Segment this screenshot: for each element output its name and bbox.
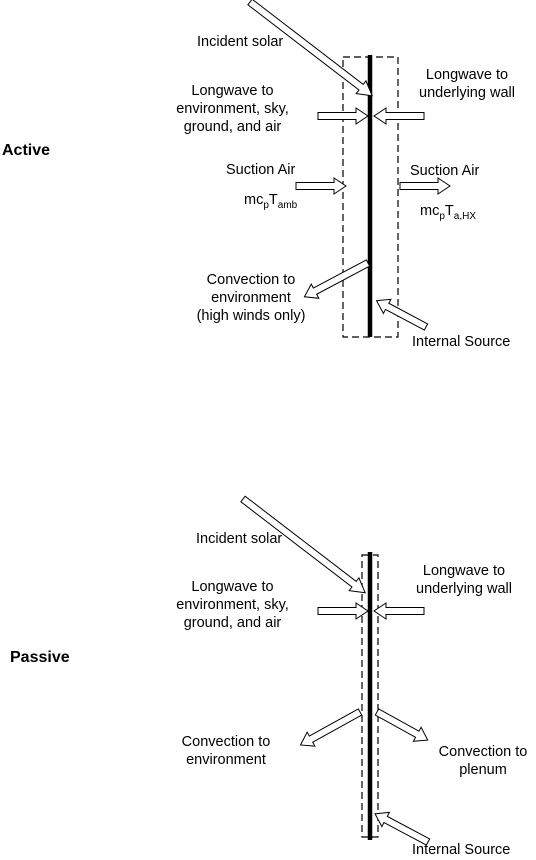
passive-longwave-wall-arrow	[373, 602, 425, 620]
passive-longwave-env-label: Longwave to environment, sky, ground, an…	[160, 578, 305, 632]
passive-longwave-wall-line1: Longwave to	[422, 563, 506, 579]
active-suction-in-arrow	[295, 177, 347, 195]
passive-convection-plenum-label: Convection to plenum	[430, 743, 536, 779]
passive-longwave-env-line3: ground, and air	[183, 615, 282, 631]
active-longwave-env-label: Longwave to environment, sky, ground, an…	[160, 82, 305, 136]
passive-convection-plenum-line2: plenum	[459, 762, 507, 778]
active-suction-out-label: Suction Air	[410, 163, 480, 179]
passive-internal-source-label: Internal Source	[412, 842, 511, 858]
active-suction-out-arrow	[399, 177, 451, 195]
passive-control-volume	[361, 554, 379, 838]
passive-longwave-env-line2: environment, sky,	[176, 597, 289, 613]
active-longwave-wall-line2: underlying wall	[419, 85, 515, 101]
active-incident-solar-label: Incident solar	[197, 34, 284, 50]
active-convection-env-label: Convection to environment (high winds on…	[176, 271, 326, 325]
active-incident-solar-arrow	[247, 0, 373, 97]
passive-incident-solar-label: Incident solar	[196, 531, 283, 547]
active-convection-env-line2: environment	[211, 290, 291, 306]
passive-convection-plenum-line1: Convection to	[438, 744, 528, 760]
passive-heading: Passive	[10, 649, 70, 666]
active-longwave-wall-arrow	[373, 107, 425, 125]
mc-out-sub2: a,HX	[453, 210, 476, 222]
passive-longwave-wall-line2: underlying wall	[416, 581, 512, 597]
mc-out-mid: T	[444, 203, 454, 219]
active-longwave-env-line1: Longwave to	[191, 83, 274, 99]
active-convection-env-line3: (high winds only)	[196, 308, 306, 324]
mc-out-base: mc	[420, 203, 440, 219]
passive-convection-env-line1: Convection to	[181, 734, 271, 750]
active-mc-out-label: mcpTa,HX	[420, 203, 476, 222]
mc-in-mid: T	[268, 192, 278, 208]
active-heading: Active	[2, 142, 51, 159]
active-internal-source-arrow	[375, 298, 429, 331]
passive-longwave-env-arrow	[317, 602, 369, 620]
mc-in-sub1: p	[263, 199, 269, 211]
passive-convection-plenum-arrow	[374, 708, 429, 742]
active-longwave-wall-line1: Longwave to	[425, 67, 509, 83]
passive-longwave-wall-label: Longwave to underlying wall	[405, 562, 523, 598]
passive-incident-solar-arrow	[240, 495, 366, 594]
passive-convection-env-arrow	[299, 708, 363, 747]
passive-internal-source-arrow	[374, 811, 431, 846]
mc-out-sub1: p	[439, 210, 445, 222]
passive-convection-env-line2: environment	[186, 752, 266, 768]
active-longwave-env-line2: environment, sky,	[176, 101, 289, 117]
active-longwave-wall-label: Longwave to underlying wall	[408, 66, 526, 102]
active-convection-env-line1: Convection to	[206, 272, 296, 288]
active-longwave-env-line3: ground, and air	[183, 119, 282, 135]
active-internal-source-label: Internal Source	[412, 334, 511, 350]
active-mc-in-label: mcpTamb	[244, 192, 297, 211]
passive-convection-env-label: Convection to environment	[166, 733, 286, 769]
mc-in-sub2: amb	[277, 199, 298, 211]
active-suction-in-label: Suction Air	[226, 162, 296, 178]
mc-in-base: mc	[244, 192, 264, 208]
passive-longwave-env-line1: Longwave to	[191, 579, 274, 595]
active-convection-env-arrow	[303, 259, 371, 299]
